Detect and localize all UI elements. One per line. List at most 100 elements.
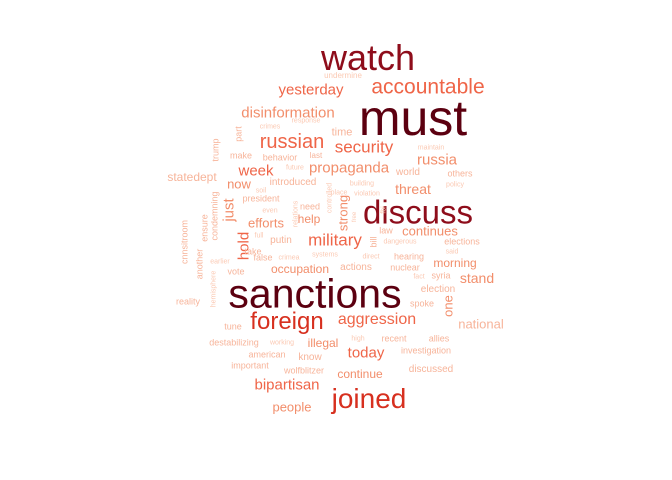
word-others: others (447, 168, 473, 179)
word-crimes: crimes (259, 123, 281, 131)
word-security: security (334, 137, 394, 157)
word-sanctions: sanctions (228, 270, 402, 317)
word-recent: recent (381, 333, 407, 344)
word-watch: watch (320, 37, 416, 78)
word-ensure: ensure (199, 214, 210, 242)
word-propaganda: propaganda (308, 159, 390, 177)
word-systems: systems (312, 251, 338, 259)
word-spoke: spoke (409, 298, 435, 309)
word-help: help (297, 212, 321, 226)
word-strong: strong (335, 194, 351, 232)
word-working: working (269, 339, 295, 347)
word-soil: soil (255, 187, 267, 195)
word-earlier: earlier (210, 258, 230, 266)
word-actions: actions (340, 262, 372, 273)
word-elections: elections (444, 236, 480, 247)
word-direct: direct (362, 253, 380, 261)
word-cnnsitroom: cnnsitroom (179, 219, 190, 265)
word-now: now (227, 176, 251, 192)
word-joined: joined (331, 383, 407, 414)
word-take: take (244, 246, 262, 257)
word-today: today (347, 344, 385, 362)
word-yesterday: yesterday (278, 81, 344, 99)
word-one: one (440, 295, 456, 317)
word-discuss: discuss (362, 193, 474, 231)
word-undermine: undermine (324, 71, 362, 80)
word-behavior: behavior (262, 152, 298, 163)
word-said: said (445, 248, 459, 256)
word-need: need (299, 201, 321, 212)
word-even: even (262, 207, 278, 215)
word-last: last (309, 151, 323, 160)
word-nuclear: nuclear (390, 262, 420, 273)
word-week: week (238, 162, 274, 180)
word-putin: putin (270, 235, 292, 246)
word-fbi: fbi (380, 206, 388, 214)
word-policy: policy (446, 181, 464, 189)
word-stand: stand (459, 270, 495, 286)
word-free: free (352, 211, 358, 223)
word-world: world (396, 167, 420, 178)
word-military: military (308, 230, 362, 250)
word-investigation: investigation (400, 345, 452, 356)
word-just: just (220, 198, 238, 222)
word-full: full (254, 232, 264, 240)
word-destabilizing: destabilizing (209, 337, 259, 348)
word-building: building (349, 180, 375, 188)
word-continues: continues (402, 223, 458, 239)
word-wolfblitzer: wolfblitzer (283, 365, 325, 376)
word-make: make (229, 150, 253, 161)
word-important: important (231, 360, 269, 371)
word-aggression: aggression (337, 311, 417, 328)
word-bipartisan: bipartisan (254, 376, 320, 394)
word-trump: trump (210, 138, 221, 162)
word-occupation: occupation (270, 262, 330, 276)
word-part: part (233, 126, 244, 142)
word-morning: morning (433, 256, 477, 270)
word-place: place (330, 189, 348, 197)
word-false: false (253, 252, 273, 263)
word-statedept: statedept (167, 170, 217, 184)
word-violation: violation (354, 190, 380, 198)
word-vote: vote (227, 266, 245, 277)
word-another: another (194, 248, 205, 280)
word-syria: syria (431, 270, 451, 281)
word-reality: reality (175, 296, 201, 307)
word-know: know (298, 352, 322, 363)
word-foreign: foreign (250, 308, 324, 335)
word-crimea: crimea (278, 254, 300, 262)
word-must: must (358, 90, 468, 146)
word-maintain: maintain (417, 144, 445, 152)
word-time: time (331, 126, 353, 139)
word-relations: relations (292, 200, 300, 228)
word-hearing: hearing (393, 251, 425, 262)
word-threat: threat (395, 181, 431, 197)
word-accountable: accountable (371, 75, 485, 99)
word-bill: bill (368, 236, 379, 248)
word-people: people (272, 399, 312, 415)
word-russia: russia (416, 151, 458, 169)
word-tune: tune (224, 321, 242, 332)
word-discussed: discussed (408, 364, 454, 375)
word-american: american (248, 349, 286, 360)
word-allies: allies (428, 333, 450, 344)
word-law: law (379, 225, 393, 236)
word-hemisphere: hemisphere (210, 270, 218, 308)
word-fact: fact (413, 273, 425, 281)
word-president: president (242, 193, 280, 204)
word-continue: continue (337, 367, 383, 381)
word-russian: russian (259, 131, 325, 153)
word-future: future (286, 164, 304, 172)
word-high: high (351, 335, 365, 343)
word-national: national (458, 316, 504, 332)
word-controlled: controlled (326, 182, 334, 214)
word-efforts: efforts (248, 215, 284, 231)
word-illegal: illegal (307, 336, 339, 350)
word-response: response (291, 117, 321, 125)
word-introduced: introduced (269, 177, 317, 188)
word-disinformation: disinformation (241, 104, 335, 122)
word-condemning: condemning (209, 191, 220, 241)
word-dangerous: dangerous (383, 238, 417, 246)
word-election: election (420, 284, 456, 295)
